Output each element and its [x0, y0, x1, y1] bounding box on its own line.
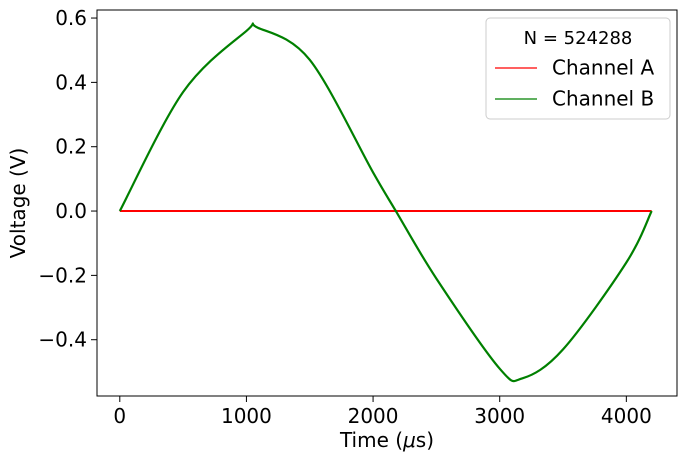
- y-axis-label: Voltage (V): [6, 148, 30, 259]
- plot-area: [118, 22, 653, 383]
- legend-title: N = 524288: [524, 28, 633, 49]
- y-tick-label: 0.4: [55, 70, 87, 94]
- y-tick-label: 0.0: [55, 199, 87, 223]
- x-axis-label: Time (μs): [339, 428, 434, 452]
- x-tick-label: 1000: [221, 404, 272, 428]
- y-tick-label: −0.4: [38, 328, 87, 352]
- axes: 0 1000 2000 3000 4000 −0.4 −0.2 0.0 0.2 0.4 0.6: [38, 6, 678, 428]
- x-tick-label: 2000: [348, 404, 399, 428]
- series-line-channel-b: [118, 22, 653, 383]
- legend-label-channel-a: Channel A: [552, 56, 654, 80]
- y-tick-label: 0.2: [55, 135, 87, 159]
- legend-label-channel-b: Channel B: [552, 87, 654, 111]
- x-tick-label: 0: [113, 404, 126, 428]
- x-tick-label: 4000: [601, 404, 652, 428]
- x-tick-label: 3000: [474, 404, 525, 428]
- y-tick-label: −0.2: [38, 263, 87, 287]
- axis-labels: Time (μs) Voltage (V): [6, 148, 434, 452]
- legend-box: [485, 17, 671, 120]
- legend: N = 524288 Channel A Channel B: [485, 17, 671, 120]
- axes-frame: [96, 9, 678, 397]
- y-tick-label: 0.6: [55, 6, 87, 30]
